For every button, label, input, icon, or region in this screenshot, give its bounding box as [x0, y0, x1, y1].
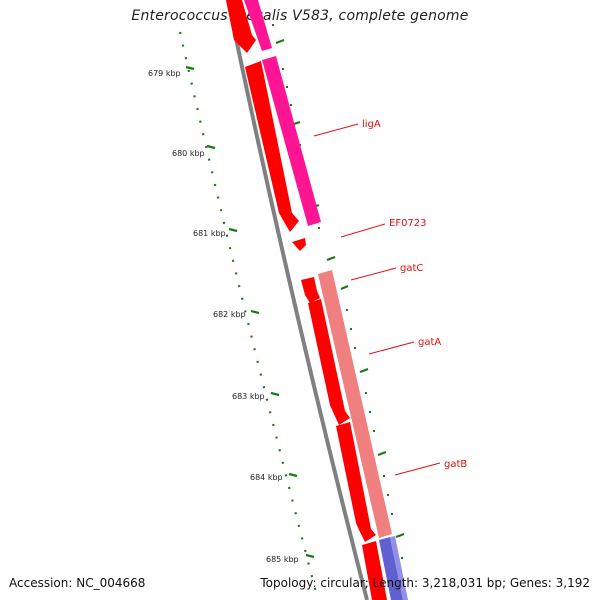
- tick-label: 679 kbp: [148, 69, 181, 78]
- genome-summary: Topology: circular; Length: 3,218,031 bp…: [260, 576, 590, 590]
- inner-major-ticks: [185, 65, 315, 559]
- feature-gat-light: [318, 270, 392, 538]
- cds-top-arrow: [226, 0, 256, 53]
- gene-label-gata: gatA: [418, 337, 441, 348]
- outer-ticks: [275, 38, 405, 539]
- scale-dotted-ring: [178, 31, 320, 600]
- cds-liga-arrow: [245, 61, 299, 232]
- cds-bottom-arrow: [362, 541, 387, 600]
- gene-labels: ligA EF0723 gatC gatA gatB: [362, 119, 467, 470]
- gene-label-gatc: gatC: [400, 263, 423, 274]
- feature-blue: [379, 537, 403, 600]
- cds-gatb-arrow: [336, 422, 376, 542]
- feature-blue-edge: [390, 536, 408, 600]
- tick-labels: 679 kbp 680 kbp 681 kbp 682 kbp 683 kbp …: [148, 69, 299, 564]
- gene-label-ef0723: EF0723: [389, 218, 427, 229]
- gene-label-gatb: gatB: [444, 459, 467, 470]
- feature-liga-magenta: [262, 56, 321, 226]
- feature-top-magenta: [244, 0, 272, 51]
- cds-gata-arrow: [308, 299, 350, 425]
- tick-label: 683 kbp: [232, 392, 265, 401]
- cds-ef0723-arrow: [292, 238, 306, 251]
- tick-label: 681 kbp: [193, 229, 226, 238]
- gene-leader-lines: [313, 123, 441, 476]
- tick-label: 684 kbp: [250, 473, 283, 482]
- accession-label: Accession: NC_004668: [9, 576, 146, 590]
- tick-label: 680 kbp: [172, 149, 205, 158]
- gene-label-liga: ligA: [362, 119, 381, 130]
- cds-gatc-arrow: [301, 277, 320, 303]
- genome-title: Enterococcus faecalis V583, complete gen…: [131, 8, 469, 24]
- genome-backbone: [226, 0, 369, 600]
- tick-label: 682 kbp: [213, 310, 246, 319]
- tick-label: 685 kbp: [266, 555, 299, 564]
